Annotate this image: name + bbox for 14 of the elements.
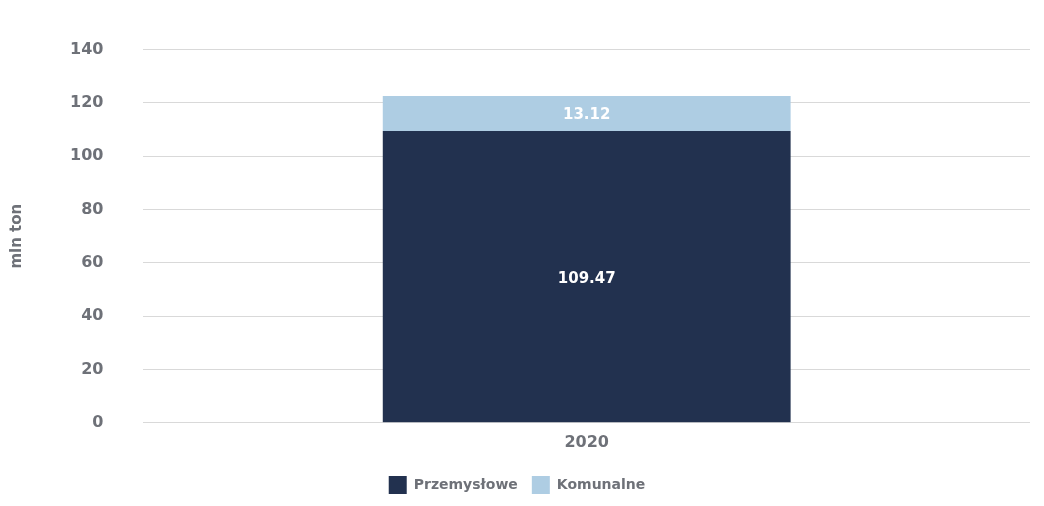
y-axis-title: mln ton [6,203,25,269]
y-tick-label: 0 [92,411,104,431]
legend-label: Komunalne [556,475,646,492]
y-tick-label: 100 [69,145,104,165]
y-tick-label: 20 [81,358,104,378]
y-tick-label: 140 [69,38,104,58]
y-tick-label: 80 [81,198,104,218]
y-tick-label: 60 [81,252,104,272]
data-label: 13.12 [562,105,611,124]
x-tick-label: 2020 [564,431,609,451]
legend-label: Przemysłowe [413,475,518,492]
y-tick-label: 40 [81,305,104,325]
data-label: 109.47 [557,268,616,287]
y-tick-label: 120 [69,92,104,112]
